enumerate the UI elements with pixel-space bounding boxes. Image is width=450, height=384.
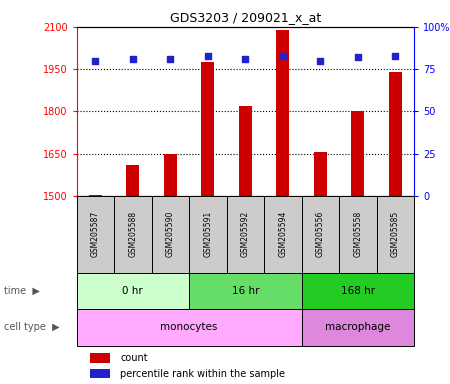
Bar bbox=[226, 196, 264, 273]
Text: GSM205585: GSM205585 bbox=[391, 211, 400, 257]
Text: 16 hr: 16 hr bbox=[231, 286, 259, 296]
Text: GSM205594: GSM205594 bbox=[278, 211, 287, 257]
Bar bbox=[76, 273, 189, 309]
Bar bbox=[90, 369, 110, 378]
Text: GSM205592: GSM205592 bbox=[241, 211, 250, 257]
Bar bbox=[90, 353, 110, 363]
Bar bbox=[302, 196, 339, 273]
Point bbox=[242, 56, 249, 62]
Text: 168 hr: 168 hr bbox=[341, 286, 375, 296]
Bar bbox=[264, 196, 302, 273]
Point bbox=[92, 58, 99, 64]
Bar bbox=[302, 273, 414, 309]
Bar bbox=[89, 195, 102, 196]
Bar bbox=[351, 111, 364, 196]
Text: percentile rank within the sample: percentile rank within the sample bbox=[121, 369, 285, 379]
Text: GSM205590: GSM205590 bbox=[166, 211, 175, 257]
Text: GSM205587: GSM205587 bbox=[91, 211, 100, 257]
Bar bbox=[302, 309, 414, 346]
Point bbox=[354, 54, 361, 60]
Bar bbox=[76, 309, 302, 346]
Bar bbox=[314, 152, 327, 196]
Text: count: count bbox=[121, 353, 148, 363]
Text: GSM205591: GSM205591 bbox=[203, 211, 212, 257]
Text: time  ▶: time ▶ bbox=[4, 286, 40, 296]
Bar bbox=[76, 196, 114, 273]
Title: GDS3203 / 209021_x_at: GDS3203 / 209021_x_at bbox=[170, 11, 321, 24]
Bar bbox=[164, 154, 177, 196]
Point bbox=[392, 53, 399, 59]
Bar bbox=[189, 196, 226, 273]
Bar bbox=[126, 166, 140, 196]
Text: GSM205558: GSM205558 bbox=[353, 211, 362, 257]
Bar bbox=[238, 106, 252, 196]
Bar bbox=[189, 273, 302, 309]
Text: 0 hr: 0 hr bbox=[122, 286, 143, 296]
Text: GSM205556: GSM205556 bbox=[316, 211, 325, 257]
Text: monocytes: monocytes bbox=[160, 322, 218, 333]
Bar bbox=[377, 196, 414, 273]
Bar bbox=[114, 196, 152, 273]
Text: cell type  ▶: cell type ▶ bbox=[4, 322, 60, 333]
Bar bbox=[276, 30, 289, 196]
Point bbox=[166, 56, 174, 62]
Point bbox=[317, 58, 324, 64]
Bar bbox=[201, 62, 214, 196]
Point bbox=[204, 53, 212, 59]
Point bbox=[129, 56, 136, 62]
Bar bbox=[339, 196, 377, 273]
Text: macrophage: macrophage bbox=[325, 322, 391, 333]
Text: GSM205588: GSM205588 bbox=[128, 211, 137, 257]
Point bbox=[279, 53, 286, 59]
Bar bbox=[389, 72, 402, 196]
Bar bbox=[152, 196, 189, 273]
